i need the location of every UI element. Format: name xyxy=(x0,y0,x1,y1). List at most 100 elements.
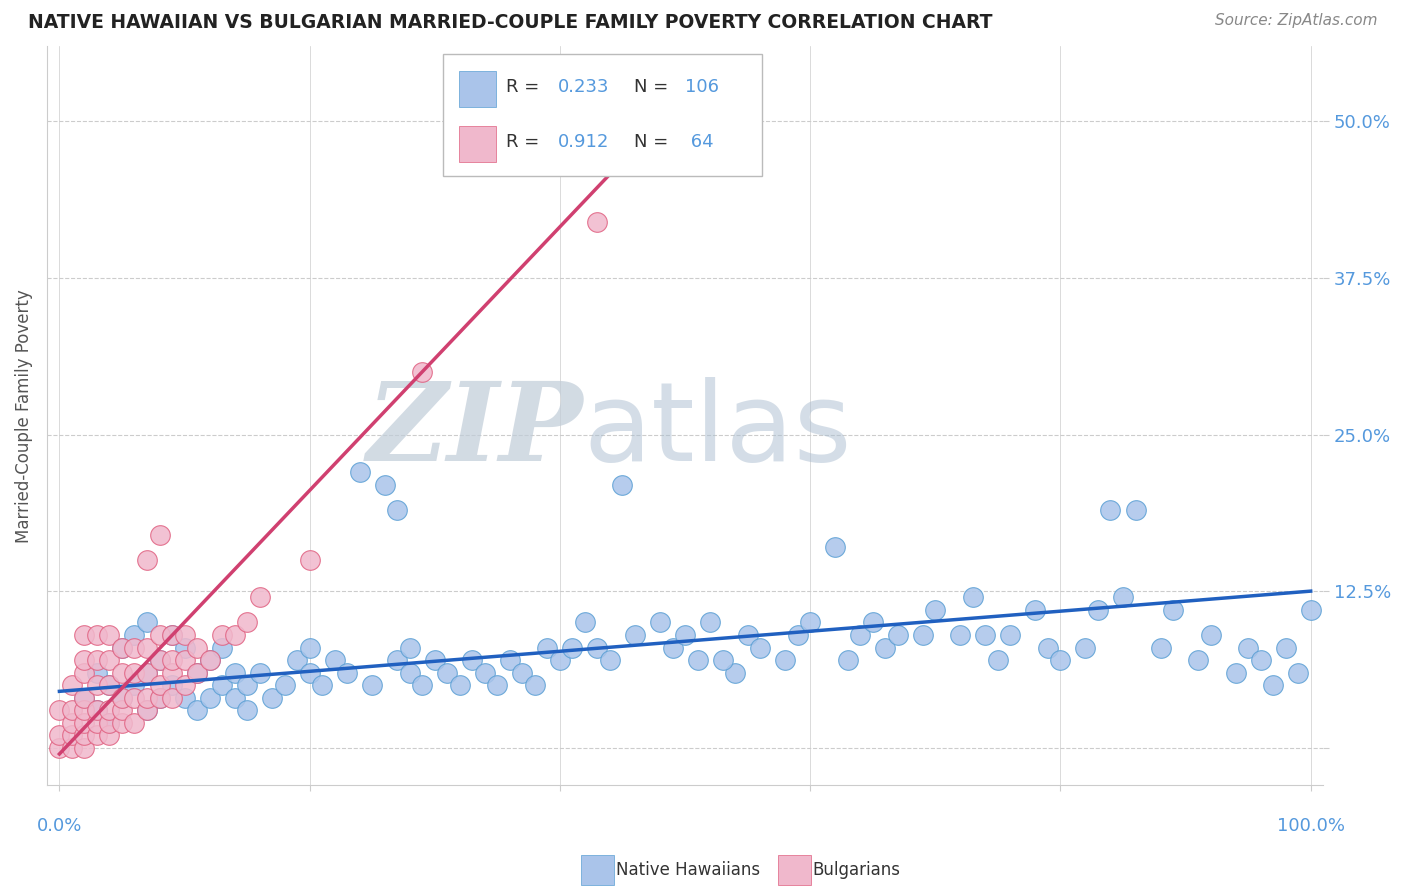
Point xyxy=(1087,603,1109,617)
Point xyxy=(86,703,108,717)
Point xyxy=(186,665,208,680)
Point xyxy=(1187,653,1209,667)
Point xyxy=(398,640,420,655)
Point xyxy=(262,690,284,705)
Point xyxy=(249,591,271,605)
Text: N =: N = xyxy=(634,133,673,152)
Point xyxy=(173,628,195,642)
Point xyxy=(298,665,321,680)
Point xyxy=(198,653,221,667)
Point xyxy=(285,653,308,667)
Text: Native Hawaiians: Native Hawaiians xyxy=(616,861,761,879)
Point xyxy=(599,653,621,667)
Point xyxy=(148,653,170,667)
Point xyxy=(60,715,83,730)
Point xyxy=(773,653,796,667)
Point xyxy=(48,703,70,717)
Point xyxy=(411,365,433,379)
Text: 64: 64 xyxy=(685,133,714,152)
Point xyxy=(160,628,183,642)
Point xyxy=(1225,665,1247,680)
Point xyxy=(60,703,83,717)
Point xyxy=(236,615,259,630)
Point xyxy=(336,665,359,680)
Text: 0.233: 0.233 xyxy=(557,78,609,95)
Point xyxy=(1024,603,1046,617)
Point xyxy=(837,653,859,667)
Point xyxy=(86,728,108,742)
Point xyxy=(98,703,121,717)
FancyBboxPatch shape xyxy=(443,54,762,176)
Point xyxy=(111,715,134,730)
Text: NATIVE HAWAIIAN VS BULGARIAN MARRIED-COUPLE FAMILY POVERTY CORRELATION CHART: NATIVE HAWAIIAN VS BULGARIAN MARRIED-COU… xyxy=(28,13,993,32)
Point xyxy=(186,640,208,655)
Point xyxy=(1274,640,1296,655)
Point xyxy=(124,678,146,692)
Point xyxy=(148,653,170,667)
Text: Bulgarians: Bulgarians xyxy=(813,861,901,879)
Point xyxy=(73,653,96,667)
Point xyxy=(73,715,96,730)
Point xyxy=(1250,653,1272,667)
Point xyxy=(73,728,96,742)
Point xyxy=(136,690,159,705)
Point xyxy=(173,640,195,655)
Point xyxy=(198,690,221,705)
Point xyxy=(224,665,246,680)
Point xyxy=(661,640,683,655)
Text: 0.912: 0.912 xyxy=(557,133,609,152)
Point xyxy=(374,477,396,491)
Point xyxy=(523,678,546,692)
Point xyxy=(211,628,233,642)
Point xyxy=(136,703,159,717)
Point xyxy=(86,678,108,692)
Point xyxy=(298,553,321,567)
Text: R =: R = xyxy=(506,133,546,152)
Point xyxy=(561,640,583,655)
Point xyxy=(111,665,134,680)
Point xyxy=(60,740,83,755)
Point xyxy=(387,502,409,516)
Point xyxy=(849,628,872,642)
Point xyxy=(136,665,159,680)
Point xyxy=(1036,640,1059,655)
Point xyxy=(48,740,70,755)
Point xyxy=(875,640,897,655)
Point xyxy=(737,628,759,642)
Point xyxy=(160,653,183,667)
Point xyxy=(1149,640,1171,655)
Point xyxy=(949,628,972,642)
Point xyxy=(60,678,83,692)
Point xyxy=(387,653,409,667)
Point xyxy=(499,653,522,667)
Point xyxy=(962,591,984,605)
Point xyxy=(86,703,108,717)
Point xyxy=(198,653,221,667)
Point xyxy=(136,703,159,717)
Point xyxy=(98,715,121,730)
Point xyxy=(786,628,808,642)
Point xyxy=(236,703,259,717)
Point xyxy=(111,703,134,717)
Point xyxy=(586,214,609,228)
Point xyxy=(711,653,734,667)
Y-axis label: Married-Couple Family Poverty: Married-Couple Family Poverty xyxy=(15,289,32,542)
Text: ZIP: ZIP xyxy=(367,376,583,484)
Point xyxy=(1099,502,1122,516)
Point xyxy=(160,690,183,705)
Point xyxy=(1237,640,1260,655)
Point xyxy=(73,690,96,705)
Point xyxy=(86,715,108,730)
Point xyxy=(98,715,121,730)
Point xyxy=(124,640,146,655)
Point xyxy=(73,740,96,755)
Point xyxy=(136,553,159,567)
Text: R =: R = xyxy=(506,78,546,95)
Point xyxy=(160,678,183,692)
Point xyxy=(98,678,121,692)
Point xyxy=(536,640,558,655)
Point xyxy=(136,615,159,630)
Point xyxy=(548,653,571,667)
Point xyxy=(124,715,146,730)
Point xyxy=(111,640,134,655)
